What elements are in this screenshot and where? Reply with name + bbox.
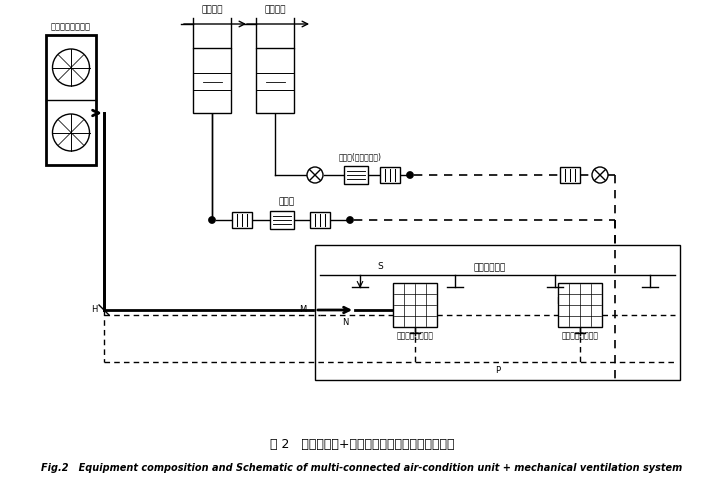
- Circle shape: [346, 217, 354, 224]
- Bar: [310, 212, 330, 228]
- Bar: [193, 48, 231, 113]
- Bar: [558, 283, 602, 327]
- Text: 排风竖井: 排风竖井: [264, 5, 286, 14]
- Text: 排风机(兼排烟风机): 排风机(兼排烟风机): [338, 152, 382, 161]
- Text: 新风竖井: 新风竖井: [201, 5, 223, 14]
- Text: N: N: [342, 318, 348, 327]
- Bar: [315, 245, 680, 380]
- Text: S: S: [377, 262, 383, 271]
- Bar: [232, 212, 252, 228]
- Circle shape: [307, 167, 323, 183]
- Text: H: H: [91, 305, 97, 315]
- Bar: [256, 48, 294, 113]
- Bar: [46, 35, 96, 165]
- Text: 多联机空调室内机: 多联机空调室内机: [562, 331, 599, 340]
- Bar: [344, 166, 368, 184]
- Text: M: M: [557, 297, 564, 306]
- Circle shape: [208, 217, 215, 224]
- Bar: [560, 167, 580, 183]
- Bar: [380, 167, 400, 183]
- Bar: [270, 211, 294, 229]
- Text: M: M: [299, 305, 307, 315]
- Text: 送风机: 送风机: [279, 197, 295, 206]
- Circle shape: [406, 171, 414, 179]
- Bar: [393, 283, 437, 327]
- Text: 多联机空调室内机: 多联机空调室内机: [396, 331, 434, 340]
- Text: 多联机空调室外机: 多联机空调室外机: [51, 22, 91, 31]
- Text: P: P: [495, 366, 500, 375]
- Text: 图 2   多联机空调+机械通风系统设备组成及原理图: 图 2 多联机空调+机械通风系统设备组成及原理图: [270, 438, 454, 451]
- Circle shape: [592, 167, 608, 183]
- Text: Fig.2   Equipment composition and Schematic of multi-connected air-condition uni: Fig.2 Equipment composition and Schemati…: [41, 463, 683, 473]
- Text: 设备管理用房: 设备管理用房: [474, 263, 506, 272]
